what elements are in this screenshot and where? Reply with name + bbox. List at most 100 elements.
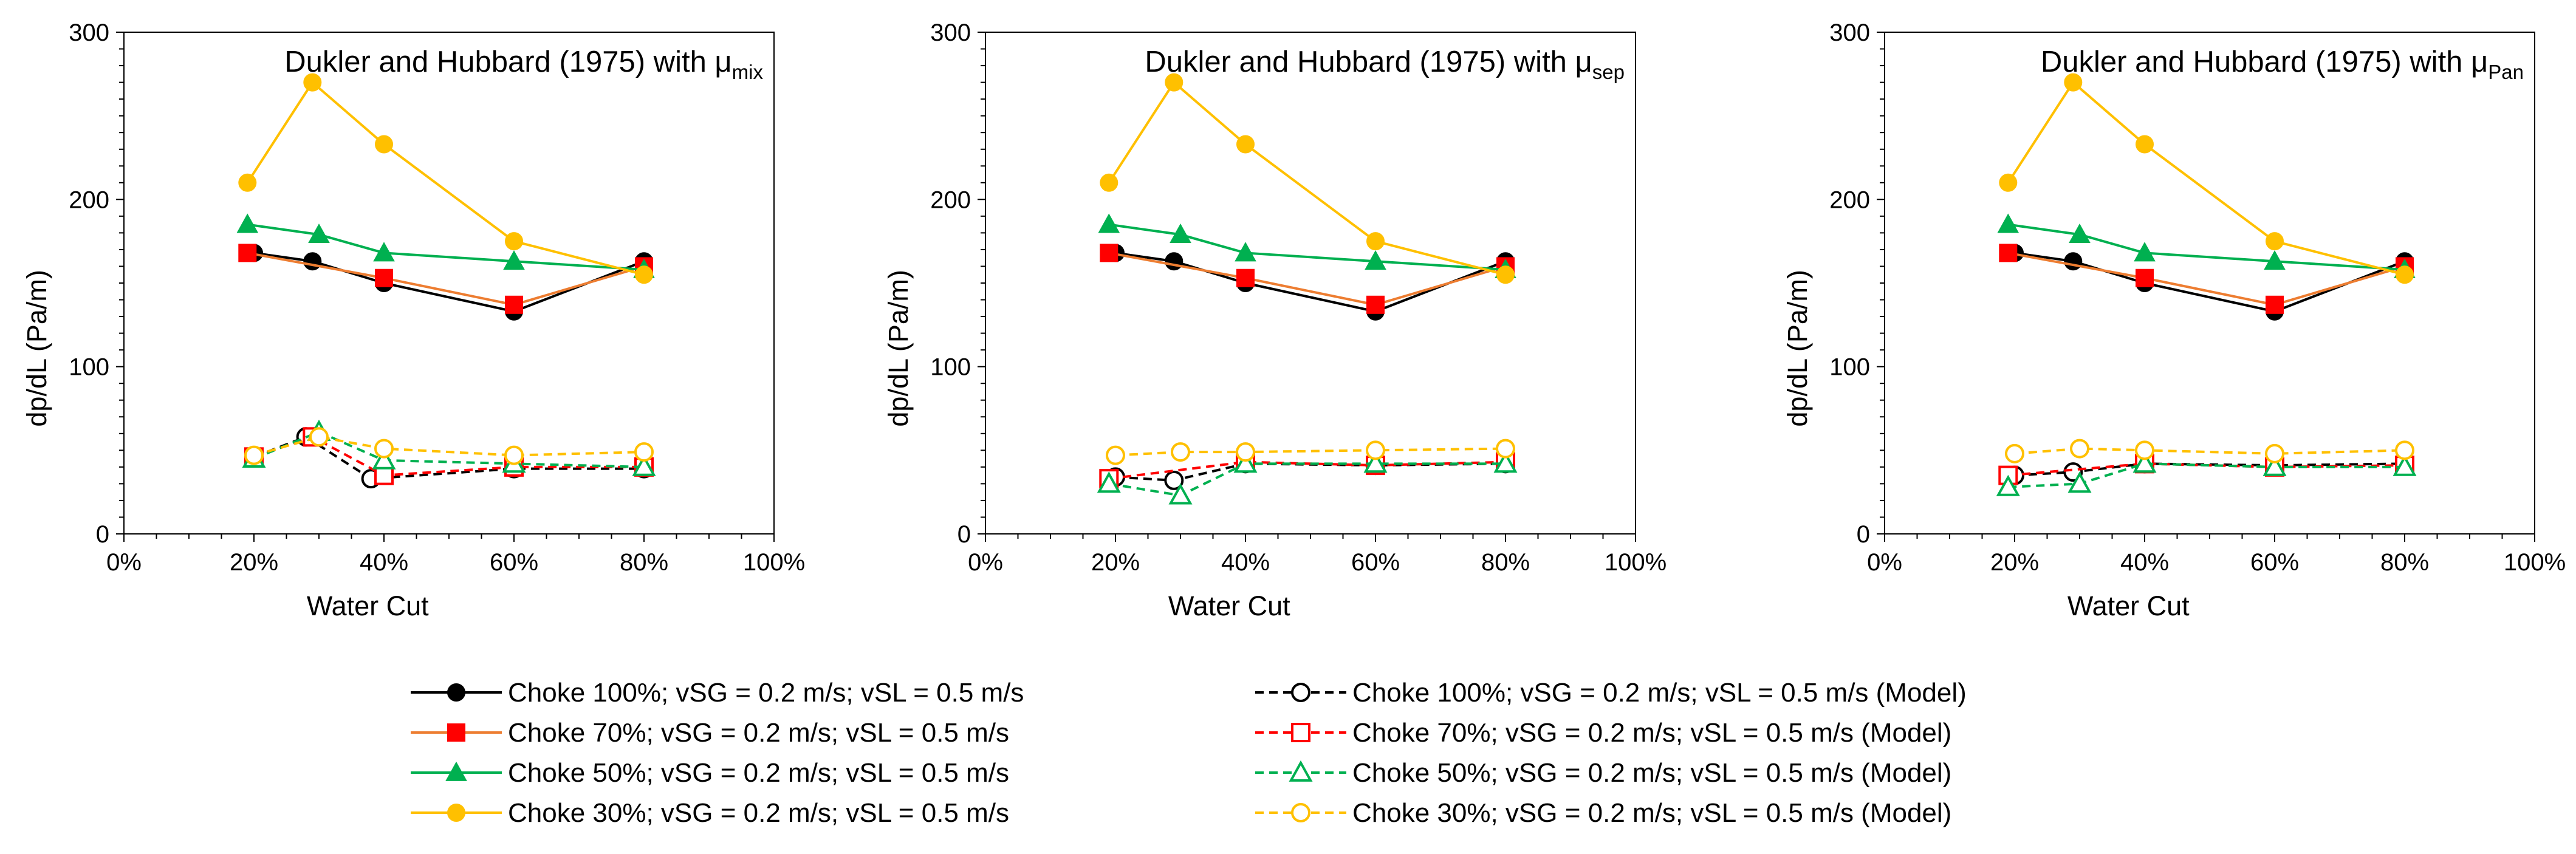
data-point xyxy=(1496,439,1515,459)
y-axis-title: dp/dL (Pa/m) xyxy=(1782,270,1813,426)
y-tick-label: 100 xyxy=(930,354,971,381)
chart-title: Dukler and Hubbard (1975) with μsep xyxy=(1145,46,1625,83)
legend-marker-swatch xyxy=(447,804,465,822)
legend-entry-5: Choke 50%; vSG = 0.2 m/s; vSL = 0.5 m/s xyxy=(411,758,1009,788)
legend-label: Choke 50%; vSG = 0.2 m/s; vSL = 0.5 m/s … xyxy=(1352,758,1951,788)
x-axis-title: Water Cut xyxy=(2067,590,2190,621)
data-point xyxy=(2070,439,2089,459)
data-point xyxy=(2064,252,2083,271)
series-line xyxy=(1108,251,1506,306)
data-point xyxy=(1236,135,1255,154)
x-tick-label: 80% xyxy=(620,549,668,576)
y-tick-label: 200 xyxy=(69,186,109,213)
data-point xyxy=(1493,451,1518,473)
series-choke-30-vsg-0-2-m-s-vsl-0-5-m-s xyxy=(1100,73,1515,284)
x-axis-title: Water Cut xyxy=(1168,590,1290,621)
data-point xyxy=(2134,242,2156,262)
legend-marker-swatch xyxy=(1289,760,1313,782)
series-choke-50-vsg-0-2-m-s-vsl-0-5-m-s-model xyxy=(1097,451,1518,505)
legend-entry-4: Choke 70%; vSG = 0.2 m/s; vSL = 0.5 m/s … xyxy=(1255,718,1951,748)
legend-entry-3: Choke 70%; vSG = 0.2 m/s; vSL = 0.5 m/s xyxy=(411,718,1009,748)
y-tick-label: 0 xyxy=(957,521,971,548)
data-point xyxy=(1168,483,1193,505)
data-point xyxy=(374,439,394,459)
series-choke-70-vsg-0-2-m-s-vsl-0-5-m-s xyxy=(1100,244,1515,314)
x-tick-label: 20% xyxy=(230,549,278,576)
series-choke-70-vsg-0-2-m-s-vsl-0-5-m-s-model xyxy=(1099,452,1515,489)
x-tick-label: 60% xyxy=(1351,549,1400,576)
y-tick-label: 200 xyxy=(1829,186,1870,213)
data-point xyxy=(2132,451,2157,473)
legend-label: Choke 100%; vSG = 0.2 m/s; vSL = 0.5 m/s xyxy=(508,678,1024,708)
legend-entry-8: Choke 30%; vSG = 0.2 m/s; vSL = 0.5 m/s … xyxy=(1255,798,1951,828)
series-line xyxy=(2007,81,2405,276)
data-point xyxy=(374,465,394,485)
series-line xyxy=(246,81,645,276)
data-point xyxy=(238,244,257,262)
data-point xyxy=(1366,295,1385,314)
data-point xyxy=(2396,265,2414,284)
chart-panel-2: 0% 20% 40% 60% 80% 100% 0 100 200 300 Water Cut dp/… xyxy=(883,19,1667,621)
data-point xyxy=(2266,232,2284,251)
x-tick-label: 100% xyxy=(1605,549,1667,576)
y-tick-label: 300 xyxy=(1829,19,1870,46)
chart-title-subscript: sep xyxy=(1592,61,1625,83)
legend-label: Choke 70%; vSG = 0.2 m/s; vSL = 0.5 m/s xyxy=(508,718,1009,748)
data-point xyxy=(632,454,656,476)
data-point xyxy=(1996,474,2020,496)
y-tick-label: 0 xyxy=(1857,521,1870,548)
data-point xyxy=(1496,265,1515,284)
series-choke-50-vsg-0-2-m-s-vsl-0-5-m-s-model xyxy=(1996,451,2417,496)
series-choke-70-vsg-0-2-m-s-vsl-0-5-m-s-model xyxy=(1998,454,2414,485)
data-point xyxy=(244,445,264,465)
data-point xyxy=(634,442,654,462)
data-point xyxy=(1233,451,1258,473)
plot-area-frame xyxy=(1884,32,2535,535)
data-point xyxy=(1098,213,1120,233)
chart-title-text: Dukler and Hubbard (1975) with μ xyxy=(284,46,731,78)
data-point xyxy=(1365,250,1386,270)
legend-label: Choke 30%; vSG = 0.2 m/s; vSL = 0.5 m/s … xyxy=(1352,798,1951,828)
y-tick-label: 300 xyxy=(930,19,971,46)
x-tick-label: 100% xyxy=(2504,549,2566,576)
data-point xyxy=(308,223,330,244)
x-tick-label: 40% xyxy=(360,549,408,576)
data-point xyxy=(1165,73,1184,92)
series-choke-70-vsg-0-2-m-s-vsl-0-5-m-s xyxy=(238,244,653,314)
x-tick-label: 40% xyxy=(1221,549,1270,576)
chart-panel-1: 0% 20% 40% 60% 80% 100% 0 100 200 300 Water Cut dp/… xyxy=(21,19,805,621)
data-point xyxy=(2069,223,2091,244)
data-point xyxy=(2136,135,2154,154)
data-point xyxy=(505,295,523,314)
x-tick-label: 100% xyxy=(743,549,805,576)
chart-title-text: Dukler and Hubbard (1975) with μ xyxy=(1145,46,1592,78)
data-point xyxy=(1366,440,1385,460)
legend: Choke 100%; vSG = 0.2 m/s; vSL = 0.5 m/s… xyxy=(411,678,1967,828)
legend-entry-6: Choke 50%; vSG = 0.2 m/s; vSL = 0.5 m/s … xyxy=(1255,758,1951,788)
series-choke-30-vsg-0-2-m-s-vsl-0-5-m-s xyxy=(1999,73,2414,284)
plot-area-frame xyxy=(123,32,775,535)
data-point xyxy=(2005,443,2024,463)
legend-marker-swatch xyxy=(447,723,465,742)
plot-area-frame xyxy=(985,32,1636,535)
legend-entry-7: Choke 30%; vSG = 0.2 m/s; vSL = 0.5 m/s xyxy=(411,798,1009,828)
data-point xyxy=(1235,242,1256,262)
legend-label: Choke 50%; vSG = 0.2 m/s; vSL = 0.5 m/s xyxy=(508,758,1009,788)
series-choke-50-vsg-0-2-m-s-vsl-0-5-m-s xyxy=(1098,213,1516,278)
data-point xyxy=(2264,250,2286,270)
chart-title-text: Dukler and Hubbard (1975) with μ xyxy=(2041,46,2488,78)
data-point xyxy=(2064,73,2083,92)
y-tick-label: 300 xyxy=(69,19,109,46)
data-point xyxy=(2266,295,2284,314)
data-point xyxy=(1999,173,2018,192)
data-point xyxy=(2135,440,2154,460)
data-point xyxy=(2136,268,2154,287)
legend-label: Choke 100%; vSG = 0.2 m/s; vSL = 0.5 m/s… xyxy=(1352,678,1967,708)
series-line xyxy=(1108,81,1506,276)
data-point xyxy=(1165,252,1184,271)
series-choke-50-vsg-0-2-m-s-vsl-0-5-m-s xyxy=(236,213,655,278)
x-tick-label: 80% xyxy=(1481,549,1530,576)
data-point xyxy=(375,268,393,287)
y-axis-title: dp/dL (Pa/m) xyxy=(21,270,52,426)
